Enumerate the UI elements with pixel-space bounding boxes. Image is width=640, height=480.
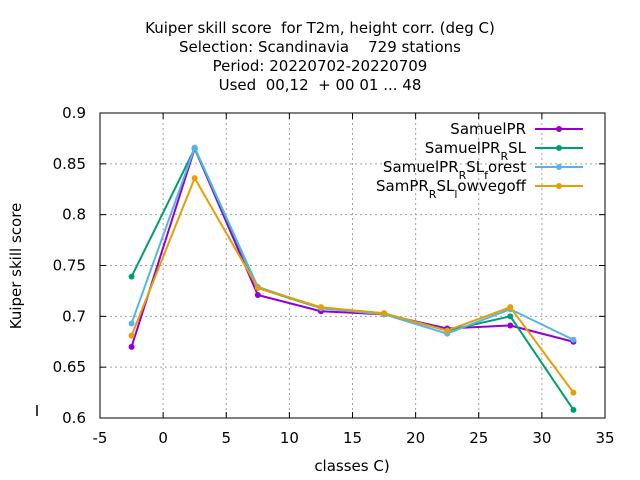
x-tick-label: 25: [469, 429, 488, 447]
x-axis-label: classes C): [314, 457, 389, 475]
data-point: [507, 322, 514, 329]
data-point: [507, 313, 514, 320]
y-tick-label: 0.75: [53, 257, 86, 275]
x-tick-label: -5: [93, 429, 108, 447]
legend-label: SamuelPRRSL: [425, 139, 527, 163]
x-tick-label: 35: [595, 429, 614, 447]
legend-item: SamuelPRRSL: [425, 139, 583, 163]
data-point: [381, 310, 388, 317]
legend-item: SamuelPRRSLforest: [383, 158, 583, 182]
data-point: [191, 144, 198, 151]
x-tick-label: 5: [221, 429, 231, 447]
x-tick-label: 15: [343, 429, 362, 447]
legend-item: SamuelPR: [450, 120, 583, 138]
legend: SamuelPRSamuelPRRSLSamuelPRRSLforestSamP…: [376, 120, 583, 201]
axis-ticks: -5 0 5 10 15 20 25 30 35 0.6 0.65 0.7 0.75 0.8 0.85 0.9: [53, 104, 615, 447]
data-point: [128, 332, 135, 339]
legend-label: SamuelPR: [450, 120, 526, 138]
legend-swatch-point: [556, 145, 562, 151]
chart-title-line-3: Period: 20220702-20220709: [212, 57, 428, 75]
legend-swatch-point: [556, 183, 562, 189]
data-point: [317, 304, 324, 311]
y-tick-label: 0.85: [53, 155, 86, 173]
data-point: [570, 389, 577, 396]
legend-item: SamPRRSLlowvegoff: [376, 177, 583, 201]
series-4: [128, 175, 577, 396]
grid: [100, 113, 605, 418]
series-line: [130, 177, 575, 394]
data-point: [570, 406, 577, 413]
chart-title-line-1: Kuiper skill score for T2m, height corr.…: [145, 19, 495, 37]
data-point: [254, 284, 261, 291]
x-tick-label: 30: [532, 429, 551, 447]
x-tick-label: 10: [280, 429, 299, 447]
chart-title-line-4: Used 00,12 + 00 01 ... 48: [218, 76, 422, 94]
series-line: [130, 146, 574, 341]
data-point: [191, 175, 198, 182]
y-axis-label: Kuiper skill score: [7, 203, 25, 330]
data-point: [570, 336, 577, 343]
legend-label: SamuelPRRSLforest: [383, 158, 526, 182]
legend-label: SamPRRSLlowvegoff: [376, 177, 527, 201]
x-tick-label: 20: [406, 429, 425, 447]
y-tick-label: 0.7: [62, 307, 86, 325]
legend-swatch-point: [556, 126, 562, 132]
data-point: [444, 327, 451, 334]
legend-swatch-point: [556, 164, 562, 170]
data-point: [128, 320, 135, 327]
data-point: [507, 304, 514, 311]
chart-title-line-2: Selection: Scandinavia 729 stations: [179, 38, 461, 56]
data-point: [128, 273, 135, 280]
y-tick-label: 0.65: [53, 358, 86, 376]
series-group: [128, 144, 577, 413]
data-point: [254, 291, 261, 298]
y-tick-label: 0.9: [62, 104, 86, 122]
y-tick-label: 0.8: [62, 206, 86, 224]
data-point: [128, 343, 135, 350]
x-tick-label: 0: [158, 429, 168, 447]
y-tick-label: 0.6: [62, 409, 86, 427]
